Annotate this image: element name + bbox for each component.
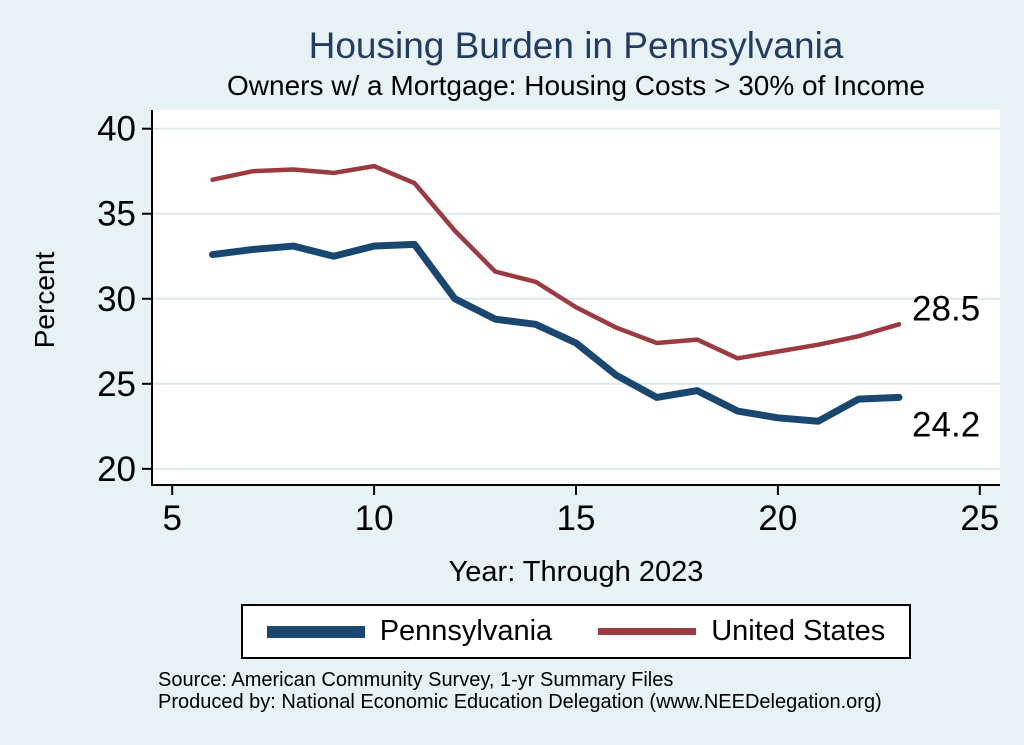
series-line-pennsylvania <box>209 240 903 425</box>
x-tick-label-15: 15 <box>557 499 596 538</box>
y-tick-label-25: 25 <box>97 365 136 404</box>
plot-background <box>152 110 1000 485</box>
x-tick-label-25: 25 <box>960 499 999 538</box>
series-line-united-states <box>210 163 902 361</box>
y-tick-label-40: 40 <box>97 110 136 149</box>
x-tick-label-10: 10 <box>355 499 394 538</box>
y-tick-label-30: 30 <box>97 280 136 319</box>
legend-item-united-states: United States <box>598 615 885 648</box>
source-note: Source: American Community Survey, 1-yr … <box>158 669 882 713</box>
y-axis-title: Percent <box>29 251 60 349</box>
produced-line: Produced by: National Economic Education… <box>158 690 882 713</box>
x-tick-label-5: 5 <box>162 499 181 538</box>
legend: Pennsylvania United States <box>152 604 1000 659</box>
end-label-pennsylvania: 24.2 <box>912 405 980 444</box>
x-tick-label-20: 20 <box>758 499 797 538</box>
source-line: Source: American Community Survey, 1-yr … <box>158 669 674 691</box>
legend-label-pennsylvania: Pennsylvania <box>379 615 553 647</box>
legend-label-united-states: United States <box>711 615 886 647</box>
legend-item-pennsylvania: Pennsylvania <box>266 615 553 648</box>
y-tick-label-20: 20 <box>97 450 136 489</box>
legend-box: Pennsylvania United States <box>240 604 912 659</box>
pennsylvania-line-swatch <box>266 625 365 638</box>
y-tick-label-35: 35 <box>97 195 136 234</box>
chart-subtitle: Owners w/ a Mortgage: Housing Costs > 30… <box>227 70 925 101</box>
chart-title: Housing Burden in Pennsylvania <box>308 25 844 66</box>
end-label-united-states: 28.5 <box>912 289 980 328</box>
united-states-line-swatch <box>598 628 697 635</box>
x-axis-title: Year: Through 2023 <box>448 556 704 588</box>
